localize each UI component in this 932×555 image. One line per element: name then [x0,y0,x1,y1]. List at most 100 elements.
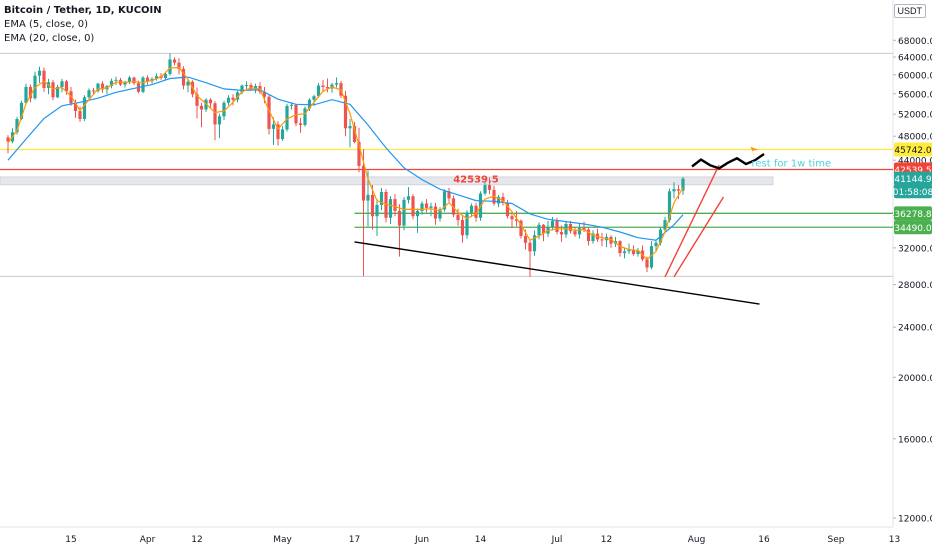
candle-body [303,108,307,125]
y-tick-label: 12000.0 [898,515,932,525]
symbol-title[interactable]: Bitcoin / Tether, 1D, KUCOIN [4,5,162,16]
candle-body [514,219,519,221]
candle-body [249,85,253,90]
candle-body [379,191,384,205]
candle-body [100,83,105,90]
candle-body [154,76,159,79]
trendline-red [673,196,725,278]
candle-body [217,116,222,125]
candle-body [627,249,631,252]
candle-body [519,220,523,237]
candle-body [442,191,447,210]
candle-body [51,82,55,98]
candle-body [402,199,406,226]
candle-body [213,103,217,125]
candle-body [321,85,325,87]
currency-button[interactable]: USDT [893,4,926,18]
candle-body [177,62,181,69]
candle-body [474,205,478,218]
candle-body [312,96,316,100]
arrow-icon [750,146,759,157]
candle-body [357,142,361,166]
candle-body [582,227,586,230]
level-label: 42539.5 [453,174,499,185]
candle-body [244,85,249,87]
candle-body [109,80,114,87]
candle-body [199,105,204,110]
x-tick-label: Jul [551,535,563,545]
candle-body [537,224,541,236]
y-tick-label: 24000.0 [898,324,932,334]
candle-body [559,232,564,235]
x-tick-label: Jun [414,535,429,545]
price-tag-green [894,220,932,235]
candle-body [366,194,370,201]
annotation-text: rest for 1w time [752,158,832,169]
candle-body [622,251,627,254]
candle-body [532,235,537,252]
legend: Bitcoin / Tether, 1D, KUCOIN EMA (5, clo… [4,4,162,46]
candle-body [465,212,469,236]
candle-body [6,137,10,142]
candle-body [555,220,559,233]
candle-body [420,203,424,211]
candle-body [91,90,96,92]
candle-body [586,229,591,242]
candle-body [87,90,91,98]
candle-body [195,94,199,106]
candle-body [469,205,474,213]
price-tag-text: 36278.8 [894,210,931,220]
candle-body [172,59,177,63]
candle-body [235,92,240,100]
candle-body [681,178,685,191]
x-tick-label: 16 [758,535,770,545]
candle-body [415,210,420,217]
candle-body [127,77,132,83]
x-tick-label: Sep [828,535,845,545]
candle-body [406,196,411,200]
candle-body [168,59,172,74]
x-tick-label: 15 [65,535,76,545]
candle-body [285,105,289,130]
candle-body [73,103,78,112]
candle-body [577,227,582,235]
candle-body [15,118,19,133]
candle-body [78,111,82,119]
resistance-zone [0,176,774,186]
candle-body [433,206,438,219]
ema5-legend[interactable]: EMA (5, close, 0) [4,19,88,30]
candle-body [487,185,492,190]
candle-body [568,223,573,232]
x-tick-label: 17 [349,535,360,545]
x-tick-label: 14 [475,535,487,545]
candle-body [123,82,127,85]
candle-body [267,96,271,129]
candle-body [186,81,190,86]
candle-body [663,220,667,230]
ema20-line [7,76,684,241]
candle-body [24,86,28,103]
price-tag-text: 34490.0 [894,224,931,234]
candle-body [388,199,393,218]
candle-body [456,214,460,221]
candle-body [397,210,402,226]
candle-body [289,104,294,106]
x-tick-label: 13 [889,535,900,545]
candle-body [325,86,330,89]
candle-body [163,73,168,79]
candle-body [411,196,415,217]
candle-body [141,77,145,92]
candle-body [609,236,613,244]
candle-body [618,241,622,254]
y-tick-label: 16000.0 [898,435,932,445]
y-tick-label: 64000.0 [898,54,932,64]
y-tick-label: 20000.0 [898,374,932,384]
candle-body [240,85,244,93]
candle-body [28,86,33,99]
candle-body [483,185,487,194]
ema20-legend[interactable]: EMA (20, close, 0) [4,33,95,44]
price-tag-text: 45742.0 [894,146,931,156]
x-tick-label: May [273,535,292,545]
